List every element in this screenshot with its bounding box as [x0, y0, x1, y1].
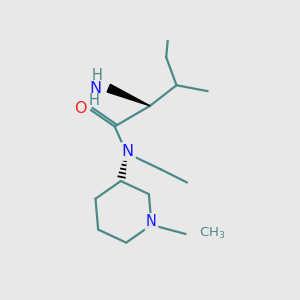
Text: N: N — [146, 214, 157, 230]
Text: N: N — [122, 144, 134, 159]
Text: H: H — [88, 93, 100, 108]
Text: CH$_3$: CH$_3$ — [199, 226, 225, 242]
Text: O: O — [74, 101, 86, 116]
Polygon shape — [107, 84, 150, 106]
Text: N: N — [89, 81, 102, 96]
Text: H: H — [92, 68, 102, 83]
